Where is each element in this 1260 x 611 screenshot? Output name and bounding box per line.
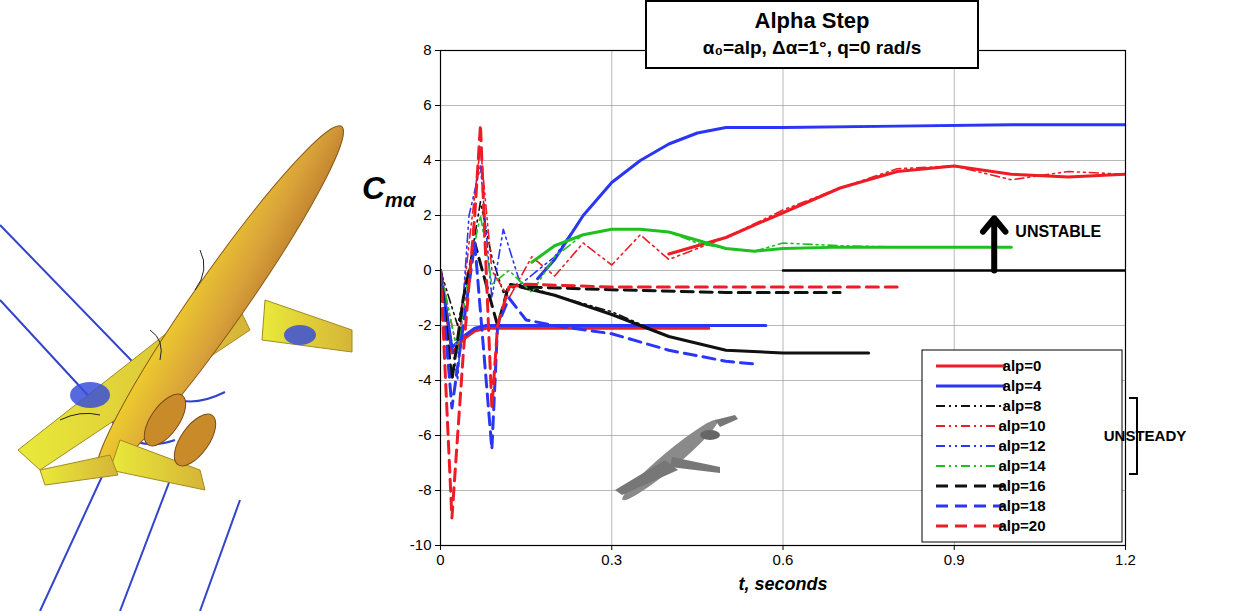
svg-text:alp=10: alp=10 bbox=[998, 417, 1045, 434]
svg-text:UNSTEADY: UNSTEADY bbox=[1104, 427, 1187, 444]
svg-text:-8: -8 bbox=[418, 481, 431, 498]
svg-text:alp=14: alp=14 bbox=[998, 457, 1046, 474]
svg-text:-4: -4 bbox=[418, 371, 431, 388]
svg-text:UNSTABLE: UNSTABLE bbox=[1015, 223, 1101, 240]
html-text:Alpha Step: Alpha Step bbox=[754, 8, 870, 33]
svg-text:alp=8: alp=8 bbox=[1003, 397, 1042, 414]
svg-text:0: 0 bbox=[436, 551, 444, 568]
svg-text:2: 2 bbox=[423, 206, 431, 223]
svg-text:alp=0: alp=0 bbox=[1003, 357, 1042, 374]
svg-text:4: 4 bbox=[423, 151, 431, 168]
svg-text:alp=18: alp=18 bbox=[998, 497, 1045, 514]
svg-text:-6: -6 bbox=[418, 426, 431, 443]
svg-text:0: 0 bbox=[423, 261, 431, 278]
svg-text:alp=4: alp=4 bbox=[1003, 377, 1042, 394]
svg-text:-10: -10 bbox=[410, 536, 432, 553]
html-text:Cmα: Cmα bbox=[362, 170, 416, 211]
svg-text:t, seconds: t, seconds bbox=[738, 574, 827, 594]
svg-text:alp=12: alp=12 bbox=[998, 437, 1045, 454]
svg-text:-2: -2 bbox=[418, 316, 431, 333]
html-text:α₀=alp, Δα=1°, q=0 rad/s: α₀=alp, Δα=1°, q=0 rad/s bbox=[702, 37, 922, 58]
svg-text:alp=20: alp=20 bbox=[998, 517, 1045, 534]
svg-text:0.3: 0.3 bbox=[601, 551, 622, 568]
svg-text:alp=16: alp=16 bbox=[998, 477, 1045, 494]
svg-text:8: 8 bbox=[423, 41, 431, 58]
svg-text:0.9: 0.9 bbox=[944, 551, 965, 568]
svg-text:1.2: 1.2 bbox=[1115, 551, 1136, 568]
svg-text:0.6: 0.6 bbox=[773, 551, 794, 568]
svg-text:6: 6 bbox=[423, 96, 431, 113]
